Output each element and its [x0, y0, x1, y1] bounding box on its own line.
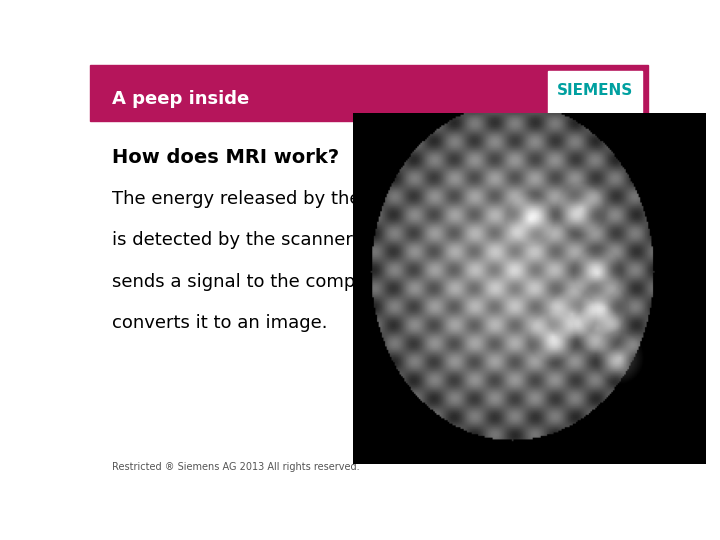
- Text: converts it to an image.: converts it to an image.: [112, 314, 328, 332]
- Text: A peep inside: A peep inside: [112, 91, 250, 109]
- Text: How does MRI work?  (5): How does MRI work? (5): [112, 148, 384, 167]
- Text: Restricted ® Siemens AG 2013 All rights reserved.: Restricted ® Siemens AG 2013 All rights …: [112, 462, 360, 472]
- Text: is detected by the scanner, which: is detected by the scanner, which: [112, 231, 417, 249]
- Bar: [90, 65, 648, 121]
- Text: SIEMENS: SIEMENS: [557, 83, 633, 98]
- Bar: [547, 71, 642, 119]
- Bar: [547, 121, 642, 124]
- Text: sends a signal to the computer, which: sends a signal to the computer, which: [112, 273, 456, 291]
- Text: The energy released by these nuclei: The energy released by these nuclei: [112, 190, 441, 207]
